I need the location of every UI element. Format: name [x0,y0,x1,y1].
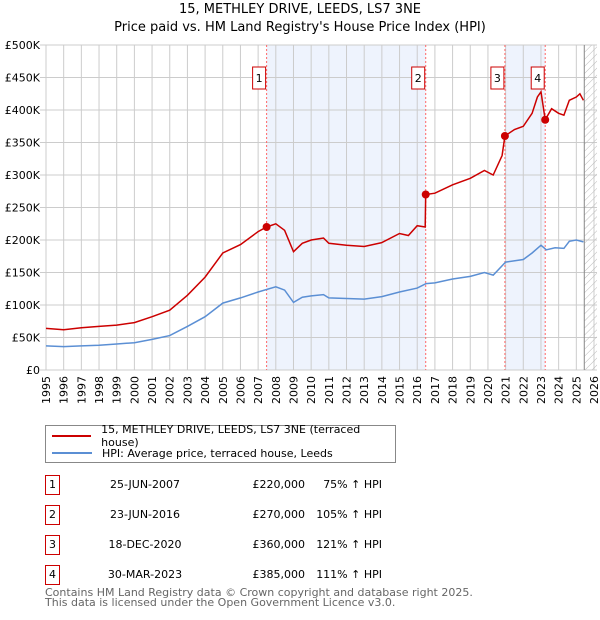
x-tick-label: 2009 [287,376,300,404]
sale-marker-label: 2 [415,72,422,85]
x-tick-label: 2014 [376,376,389,404]
x-tick-label: 2024 [553,376,566,404]
y-tick-label: £50K [12,332,41,345]
footer: Contains HM Land Registry data © Crown c… [45,586,473,609]
x-tick-label: 2006 [234,376,247,404]
hpi-line [45,239,584,348]
x-tick-label: 1996 [58,376,71,404]
x-tick-label: 2017 [429,376,442,404]
sale-marker-box [490,66,505,90]
sale-date: 25-JUN-2007 [109,478,181,491]
sale-price: £385,000 [252,568,306,581]
x-tick-label: 1997 [75,376,88,404]
sale-date: 18-DEC-2020 [108,538,182,551]
sale-marker-label: 4 [45,565,60,585]
x-tick-label: 1998 [93,376,106,404]
sale-point [500,132,509,140]
sale-marker-label: 2 [45,505,60,525]
x-tick-label: 2005 [217,376,230,404]
legend-label-property: 15, METHLEY DRIVE, LEEDS, LS7 3NE (terra… [101,423,361,449]
x-tick-label: 1999 [111,376,124,404]
chart-subtitle: Price paid vs. HM Land Registry's House … [114,20,486,35]
sale-marker-label: 3 [45,535,60,555]
y-tick-label: £500K [5,39,41,52]
x-tick-label: 2002 [164,376,177,404]
property-price-line [45,89,585,331]
footer-licence: This data is licensed under the Open Gov… [45,596,396,609]
y-tick-label: £150K [5,267,41,280]
legend-item-hpi: HPI: Average price, terraced house, Leed… [46,445,333,461]
x-tick-label: 2007 [252,376,265,404]
sale-hpi-change: 105% ↑ HPI [316,508,382,521]
x-tick-label: 2003 [181,376,194,404]
sale-row: 1 25-JUN-2007 £220,000 75% ↑ HPI [45,475,445,495]
legend-label-hpi: HPI: Average price, terraced house, Leed… [102,446,333,460]
footer-copyright: Contains HM Land Registry data © Crown c… [45,586,473,599]
sale-marker-label: 3 [494,72,501,85]
x-tick-label: 2018 [447,376,460,404]
sale-hpi-change: 111% ↑ HPI [316,568,382,581]
x-tick-label: 2020 [482,376,495,404]
x-tick-label: 2016 [411,376,424,404]
x-tick-label: 2013 [358,376,371,404]
y-tick-label: £0 [26,364,40,377]
x-tick-label: 2000 [128,376,141,404]
x-tick-label: 2025 [570,376,583,404]
y-tick-label: £250K [5,202,41,215]
legend-swatch-hpi [52,452,92,454]
x-tick-label: 2010 [305,376,318,404]
legend-swatch-property [52,435,92,437]
sale-date: 30-MAR-2023 [107,568,183,581]
sale-row: 2 23-JUN-2016 £270,000 105% ↑ HPI [45,505,445,525]
sale-point [541,115,550,124]
sale-row: 4 30-MAR-2023 £385,000 111% ↑ HPI [45,565,445,585]
x-tick-label: 1995 [40,376,53,404]
sale-hpi-change: 75% ↑ HPI [323,478,382,491]
sale-marker-box [411,66,426,90]
sale-price: £360,000 [252,538,306,551]
x-tick-label: 2008 [270,376,283,404]
sale-marker-label: 1 [45,475,60,495]
chart-title: 15, METHLEY DRIVE, LEEDS, LS7 3NE [178,2,422,17]
sale-marker-label: 1 [256,72,263,85]
y-tick-label: £450K [5,72,41,85]
legend: 15, METHLEY DRIVE, LEEDS, LS7 3NE (terra… [45,423,396,463]
y-tick-label: £200K [5,234,41,247]
sale-price: £270,000 [252,508,306,521]
x-tick-label: 2021 [500,376,513,404]
x-tick-label: 2026 [588,376,600,404]
sale-marker-box [252,66,267,90]
x-tick-label: 2015 [394,376,407,404]
sale-marker-label: 4 [534,72,541,85]
sale-hpi-change: 121% ↑ HPI [316,538,382,551]
legend-item-property: 15, METHLEY DRIVE, LEEDS, LS7 3NE (terra… [46,423,395,449]
y-tick-label: £300K [5,169,41,182]
x-tick-label: 2012 [341,376,354,404]
price-chart: 1995 1996 1997 1998 1999 2000 2001 2002 2003 2004… [5,39,600,404]
sale-point [262,223,271,231]
x-tick-label: 2022 [517,376,530,404]
x-tick-label: 2019 [464,376,477,404]
y-tick-label: £100K [5,299,41,312]
forecast-hatch [584,45,597,370]
sale-point [421,190,430,199]
x-tick-label: 2011 [323,376,336,404]
sale-price: £220,000 [252,478,306,491]
x-tick-label: 2023 [535,376,548,404]
sale-date: 23-JUN-2016 [109,508,181,521]
sale-row: 3 18-DEC-2020 £360,000 121% ↑ HPI [45,535,445,555]
y-tick-label: £400K [5,104,41,117]
y-tick-label: £350K [5,137,41,150]
x-tick-label: 2001 [146,376,159,404]
x-tick-label: 2004 [199,376,212,404]
sale-marker-box [530,66,545,90]
